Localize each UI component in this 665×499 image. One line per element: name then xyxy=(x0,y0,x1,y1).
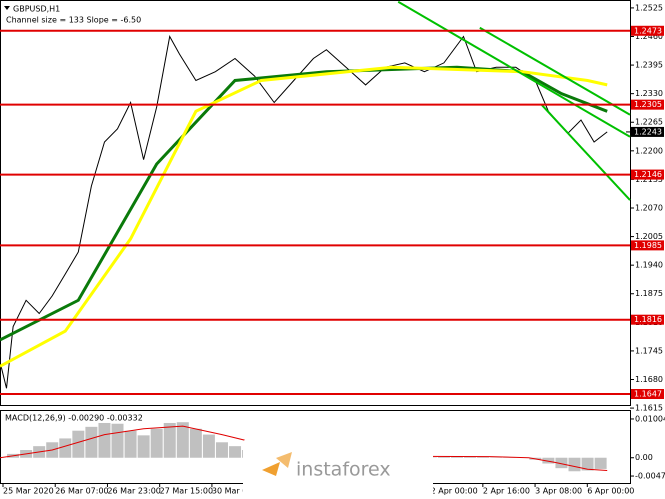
last-price-label: 1.2243 xyxy=(634,127,662,136)
macd-bar xyxy=(124,430,137,458)
macd-bar xyxy=(555,457,568,469)
level-label: 1.1985 xyxy=(634,241,662,250)
macd-bar xyxy=(176,422,189,458)
level-label-box xyxy=(631,25,664,36)
channel-line xyxy=(397,0,631,138)
chart-title: GBPUSD,H1 xyxy=(13,5,60,14)
level-label-box xyxy=(631,389,664,400)
macd-bar xyxy=(111,423,124,458)
y-tick-label: 1.1745 xyxy=(635,346,663,355)
level-label: 1.1647 xyxy=(634,390,662,399)
x-tick-label: 26 Mar 07:00 xyxy=(55,487,108,496)
macd-bar xyxy=(137,435,150,458)
macd-bar xyxy=(202,434,215,458)
y-tick-label: 1.1875 xyxy=(635,289,663,298)
x-tick-label: 2 Apr 16:00 xyxy=(483,487,530,496)
channel-line xyxy=(479,26,631,116)
level-label-box xyxy=(631,240,664,251)
macd-bar xyxy=(163,422,176,458)
x-tick-label: 2 Apr 00:00 xyxy=(431,487,478,496)
menu-arrow xyxy=(4,6,10,10)
level-label-box xyxy=(631,314,664,325)
macd-bar xyxy=(477,456,490,458)
y-tick-label: 1.2070 xyxy=(635,203,663,212)
y-tick-label: 1.2265 xyxy=(635,118,663,127)
y-tick-label: 1.2525 xyxy=(635,3,663,12)
y-tick-label: 1.2200 xyxy=(635,146,663,155)
y-tick-label: 1.2395 xyxy=(635,61,663,70)
logo-icon xyxy=(262,452,292,476)
macd-bar xyxy=(568,457,581,472)
last-price-box xyxy=(631,126,664,137)
y-tick-label: 1.2005 xyxy=(635,232,663,241)
y-tick-label: -0.00474 xyxy=(635,472,665,481)
macd-bar xyxy=(450,456,463,458)
x-tick-label: 3 Apr 08:00 xyxy=(535,487,582,496)
macd-bar xyxy=(59,438,72,458)
macd-bar xyxy=(85,426,98,458)
y-tick-label: 1.1615 xyxy=(635,404,663,413)
y-tick-label: 1.2460 xyxy=(635,32,663,41)
macd-bar xyxy=(229,446,242,458)
macd-bar xyxy=(72,430,85,458)
y-tick-label: 0.00 xyxy=(635,453,653,462)
macd-bar xyxy=(150,428,163,458)
logo-text: instaforex xyxy=(296,459,391,481)
level-label: 1.1816 xyxy=(634,315,662,324)
level-label: 1.2305 xyxy=(634,100,662,109)
plot-frame xyxy=(0,0,631,406)
level-label-box xyxy=(631,99,664,110)
y-tick-label: 1.2330 xyxy=(635,89,663,98)
level-label: 1.2473 xyxy=(634,26,662,35)
x-tick-label: 25 Mar 2020 xyxy=(3,487,54,496)
macd-bar xyxy=(464,456,477,458)
macd-bar xyxy=(542,457,555,464)
level-label: 1.2146 xyxy=(634,170,662,179)
macd-bar xyxy=(437,456,450,458)
y-tick-label: 0.01004 xyxy=(635,414,665,423)
x-tick-label: 26 Mar 23:00 xyxy=(107,487,160,496)
logo: instaforex xyxy=(243,438,433,499)
channel-line xyxy=(541,104,631,201)
level-label-box xyxy=(631,169,664,180)
macd-bar xyxy=(215,442,228,458)
macd-bar xyxy=(581,457,594,471)
x-tick-label: 30 Mar 07:00 xyxy=(212,487,265,496)
moving-average xyxy=(0,65,608,342)
macd-title: MACD(12,26,9) -0.00290 -0.00332 xyxy=(5,414,143,423)
y-tick-label: 1.1680 xyxy=(635,375,663,384)
chart-subtitle: Channel size = 133 Slope = -6.50 xyxy=(6,16,141,25)
macd-bar xyxy=(189,428,202,458)
macd-bar xyxy=(98,422,111,458)
macd-bar xyxy=(594,457,607,469)
x-tick-label: 6 Apr 00:00 xyxy=(587,487,634,496)
y-tick-label: 1.1940 xyxy=(635,261,663,270)
price-line xyxy=(0,35,608,389)
x-tick-label: 27 Mar 15:00 xyxy=(160,487,213,496)
